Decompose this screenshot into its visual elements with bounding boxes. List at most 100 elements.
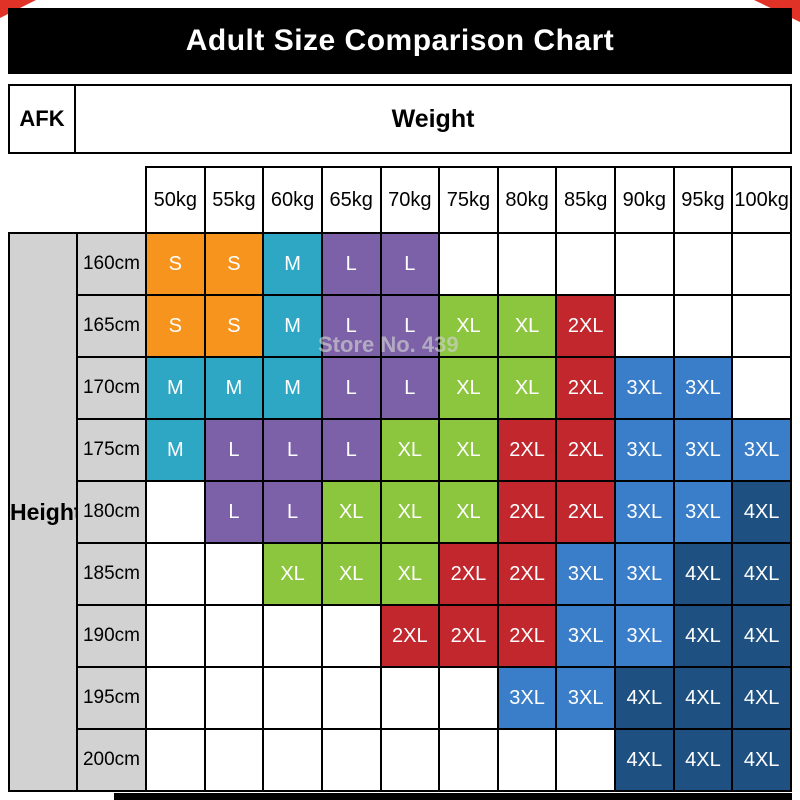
bottom-black-strip xyxy=(114,793,792,800)
weight-col-header: 80kg xyxy=(496,166,558,234)
size-cell: XL xyxy=(320,542,382,606)
size-cell: 2XL xyxy=(496,604,558,668)
empty-cell xyxy=(262,728,323,792)
size-cell: 2XL xyxy=(379,604,441,668)
empty-cell xyxy=(320,666,382,730)
empty-cell xyxy=(555,728,616,792)
size-cell: XL xyxy=(496,356,558,420)
height-row-header: 175cm xyxy=(76,418,147,482)
size-cell: 3XL xyxy=(614,418,675,482)
size-cell: S xyxy=(203,232,265,296)
size-cell: 2XL xyxy=(438,542,499,606)
size-cell: XL xyxy=(438,418,499,482)
empty-cell xyxy=(731,294,792,358)
empty-cell xyxy=(672,294,734,358)
size-cell: 3XL xyxy=(614,356,675,420)
empty-cell xyxy=(145,542,206,606)
weight-col-header: 60kg xyxy=(262,166,323,234)
size-cell: 3XL xyxy=(496,666,558,730)
empty-cell xyxy=(438,728,499,792)
empty-cell xyxy=(731,232,792,296)
size-cell: M xyxy=(262,356,323,420)
size-cell: 3XL xyxy=(731,418,792,482)
size-cell: L xyxy=(379,294,441,358)
size-cell: 2XL xyxy=(555,418,616,482)
table-row: 195cm 3XL 3XL 4XL 4XL 4XL xyxy=(9,666,792,730)
size-cell: 3XL xyxy=(555,542,616,606)
size-cell: L xyxy=(320,232,382,296)
size-cell: 4XL xyxy=(731,666,792,730)
empty-cell xyxy=(379,728,441,792)
weight-col-header: 55kg xyxy=(203,166,265,234)
weight-col-header: 100kg xyxy=(731,166,792,234)
size-cell: S xyxy=(145,232,206,296)
size-cell: L xyxy=(320,418,382,482)
page-title: Adult Size Comparison Chart xyxy=(185,24,615,57)
empty-cell xyxy=(614,294,675,358)
empty-cell xyxy=(320,604,382,668)
size-table-body: Height 160cm S S M L L 165cm S S M L L XL XL 2XL 170cm M M… xyxy=(8,232,792,792)
table-row: 190cm 2XL 2XL 2XL 3XL 3XL 4XL 4XL xyxy=(9,604,792,668)
size-cell: 3XL xyxy=(672,356,734,420)
height-row-header: 180cm xyxy=(76,480,147,544)
size-cell: L xyxy=(203,480,265,544)
size-cell: XL xyxy=(320,480,382,544)
table-row: 170cm M M M L L XL XL 2XL 3XL 3XL xyxy=(9,356,792,420)
axis-header-row: AFK Weight xyxy=(8,84,792,154)
brand-label: AFK xyxy=(10,86,76,152)
size-cell: L xyxy=(320,356,382,420)
size-table-head: 50kg 55kg 60kg 65kg 70kg 75kg 80kg 85kg 90kg 95kg… xyxy=(9,166,792,234)
size-cell: 3XL xyxy=(614,604,675,668)
empty-cell xyxy=(203,604,265,668)
empty-cell xyxy=(496,232,558,296)
size-cell: XL xyxy=(438,294,499,358)
empty-cell xyxy=(320,728,382,792)
empty-cell xyxy=(145,604,206,668)
weight-col-header: 75kg xyxy=(438,166,499,234)
size-cell: 2XL xyxy=(555,294,616,358)
size-cell: M xyxy=(145,418,206,482)
weight-col-header: 90kg xyxy=(614,166,675,234)
height-row-header: 195cm xyxy=(76,666,147,730)
empty-cell xyxy=(203,666,265,730)
height-row-header: 170cm xyxy=(76,356,147,420)
empty-cell xyxy=(203,728,265,792)
size-cell: 2XL xyxy=(496,542,558,606)
size-cell: 4XL xyxy=(672,666,734,730)
size-cell: 4XL xyxy=(672,728,734,792)
height-row-header: 160cm xyxy=(76,232,147,296)
size-cell: 4XL xyxy=(731,728,792,792)
height-row-header: 190cm xyxy=(76,604,147,668)
empty-cell xyxy=(496,728,558,792)
weight-col-header: 50kg xyxy=(145,166,206,234)
empty-cell xyxy=(262,666,323,730)
size-cell: M xyxy=(145,356,206,420)
weight-col-header: 95kg xyxy=(672,166,734,234)
height-row-header: 185cm xyxy=(76,542,147,606)
table-row: 185cm XL XL XL 2XL 2XL 3XL 3XL 4XL 4XL xyxy=(9,542,792,606)
empty-cell xyxy=(379,666,441,730)
size-cell: L xyxy=(379,356,441,420)
empty-cell xyxy=(438,232,499,296)
size-cell: 4XL xyxy=(731,542,792,606)
weight-axis-label: Weight xyxy=(391,104,475,133)
size-cell: S xyxy=(203,294,265,358)
empty-cell xyxy=(145,480,206,544)
size-cell: 3XL xyxy=(614,542,675,606)
size-cell: L xyxy=(262,418,323,482)
empty-cell xyxy=(145,666,206,730)
size-cell: 4XL xyxy=(614,728,675,792)
size-cell: XL xyxy=(496,294,558,358)
table-row: 165cm S S M L L XL XL 2XL xyxy=(9,294,792,358)
size-cell: 4XL xyxy=(672,542,734,606)
size-cell: 4XL xyxy=(672,604,734,668)
size-cell: 3XL xyxy=(555,666,616,730)
size-cell: L xyxy=(320,294,382,358)
table-row: Height 160cm S S M L L xyxy=(8,232,792,792)
size-cell: XL xyxy=(379,480,441,544)
table-row: 175cm M L L L XL XL 2XL 2XL 3XL 3XL 3XL xyxy=(9,418,792,482)
empty-cell xyxy=(731,356,792,420)
weight-col-header: 70kg xyxy=(379,166,441,234)
size-cell: 2XL xyxy=(496,418,558,482)
